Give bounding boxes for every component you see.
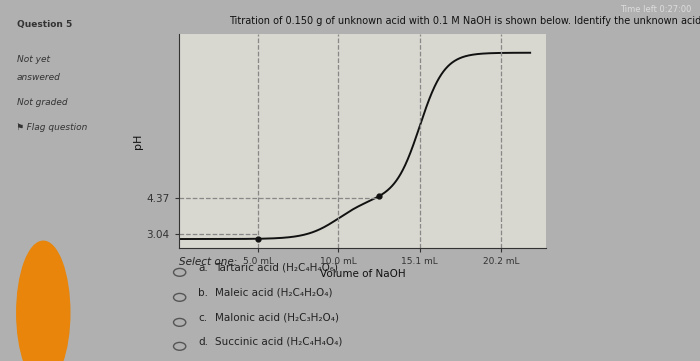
Text: a.: a. xyxy=(198,263,208,273)
Text: Not graded: Not graded xyxy=(17,98,67,107)
Text: Question 5: Question 5 xyxy=(17,20,72,29)
Text: d.: d. xyxy=(198,337,208,347)
Text: Succinic acid (H₂C₄H₄O₄): Succinic acid (H₂C₄H₄O₄) xyxy=(215,337,342,347)
Text: c.: c. xyxy=(198,313,207,323)
Text: Tartaric acid (H₂C₄H₄O₆): Tartaric acid (H₂C₄H₄O₆) xyxy=(215,263,337,273)
Text: Titration of 0.150 g of unknown acid with 0.1 M NaOH is shown below. Identify th: Titration of 0.150 g of unknown acid wit… xyxy=(229,16,700,26)
Text: Select one:: Select one: xyxy=(178,257,237,268)
Text: Maleic acid (H₂C₄H₂O₄): Maleic acid (H₂C₄H₂O₄) xyxy=(215,288,332,298)
Text: Time left 0:27:00: Time left 0:27:00 xyxy=(620,5,691,14)
Text: Malonic acid (H₂C₃H₂O₄): Malonic acid (H₂C₃H₂O₄) xyxy=(215,313,339,323)
Text: answered: answered xyxy=(17,73,61,82)
Text: b.: b. xyxy=(198,288,208,298)
Text: Not yet: Not yet xyxy=(17,55,50,64)
Circle shape xyxy=(17,241,70,361)
Text: ⚑ Flag question: ⚑ Flag question xyxy=(17,123,87,132)
